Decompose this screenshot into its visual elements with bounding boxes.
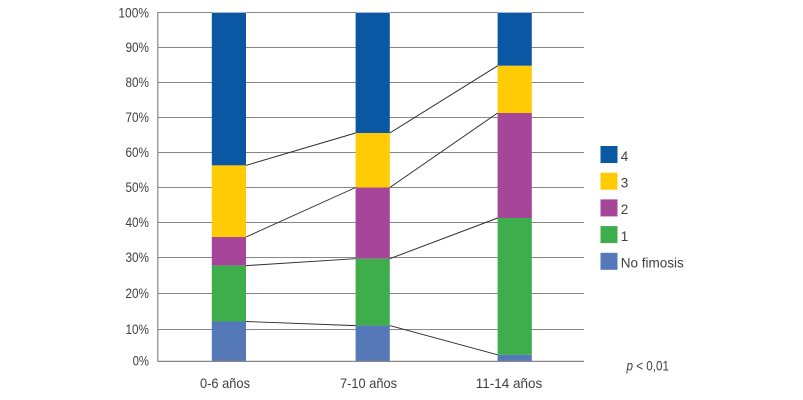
svg-text:3: 3 <box>621 176 629 191</box>
svg-text:50%: 50% <box>126 180 150 195</box>
svg-text:7-10 años: 7-10 años <box>340 375 397 391</box>
svg-text:1: 1 <box>621 229 629 244</box>
svg-text:4: 4 <box>621 149 629 164</box>
svg-text:10%: 10% <box>126 322 150 337</box>
svg-text:p < 0,01: p < 0,01 <box>626 358 670 374</box>
svg-text:20%: 20% <box>126 286 150 301</box>
svg-text:60%: 60% <box>126 145 150 160</box>
svg-text:No fimosis: No fimosis <box>621 256 684 271</box>
svg-text:30%: 30% <box>126 250 150 265</box>
svg-text:11-14 años: 11-14 años <box>476 375 543 391</box>
svg-text:0-6 años: 0-6 años <box>200 375 250 391</box>
svg-text:80%: 80% <box>126 75 150 90</box>
svg-text:90%: 90% <box>126 40 150 55</box>
svg-text:40%: 40% <box>126 215 150 230</box>
svg-text:2: 2 <box>621 202 629 217</box>
svg-text:70%: 70% <box>126 110 150 125</box>
svg-text:0%: 0% <box>133 354 149 369</box>
svg-text:100%: 100% <box>118 5 149 20</box>
